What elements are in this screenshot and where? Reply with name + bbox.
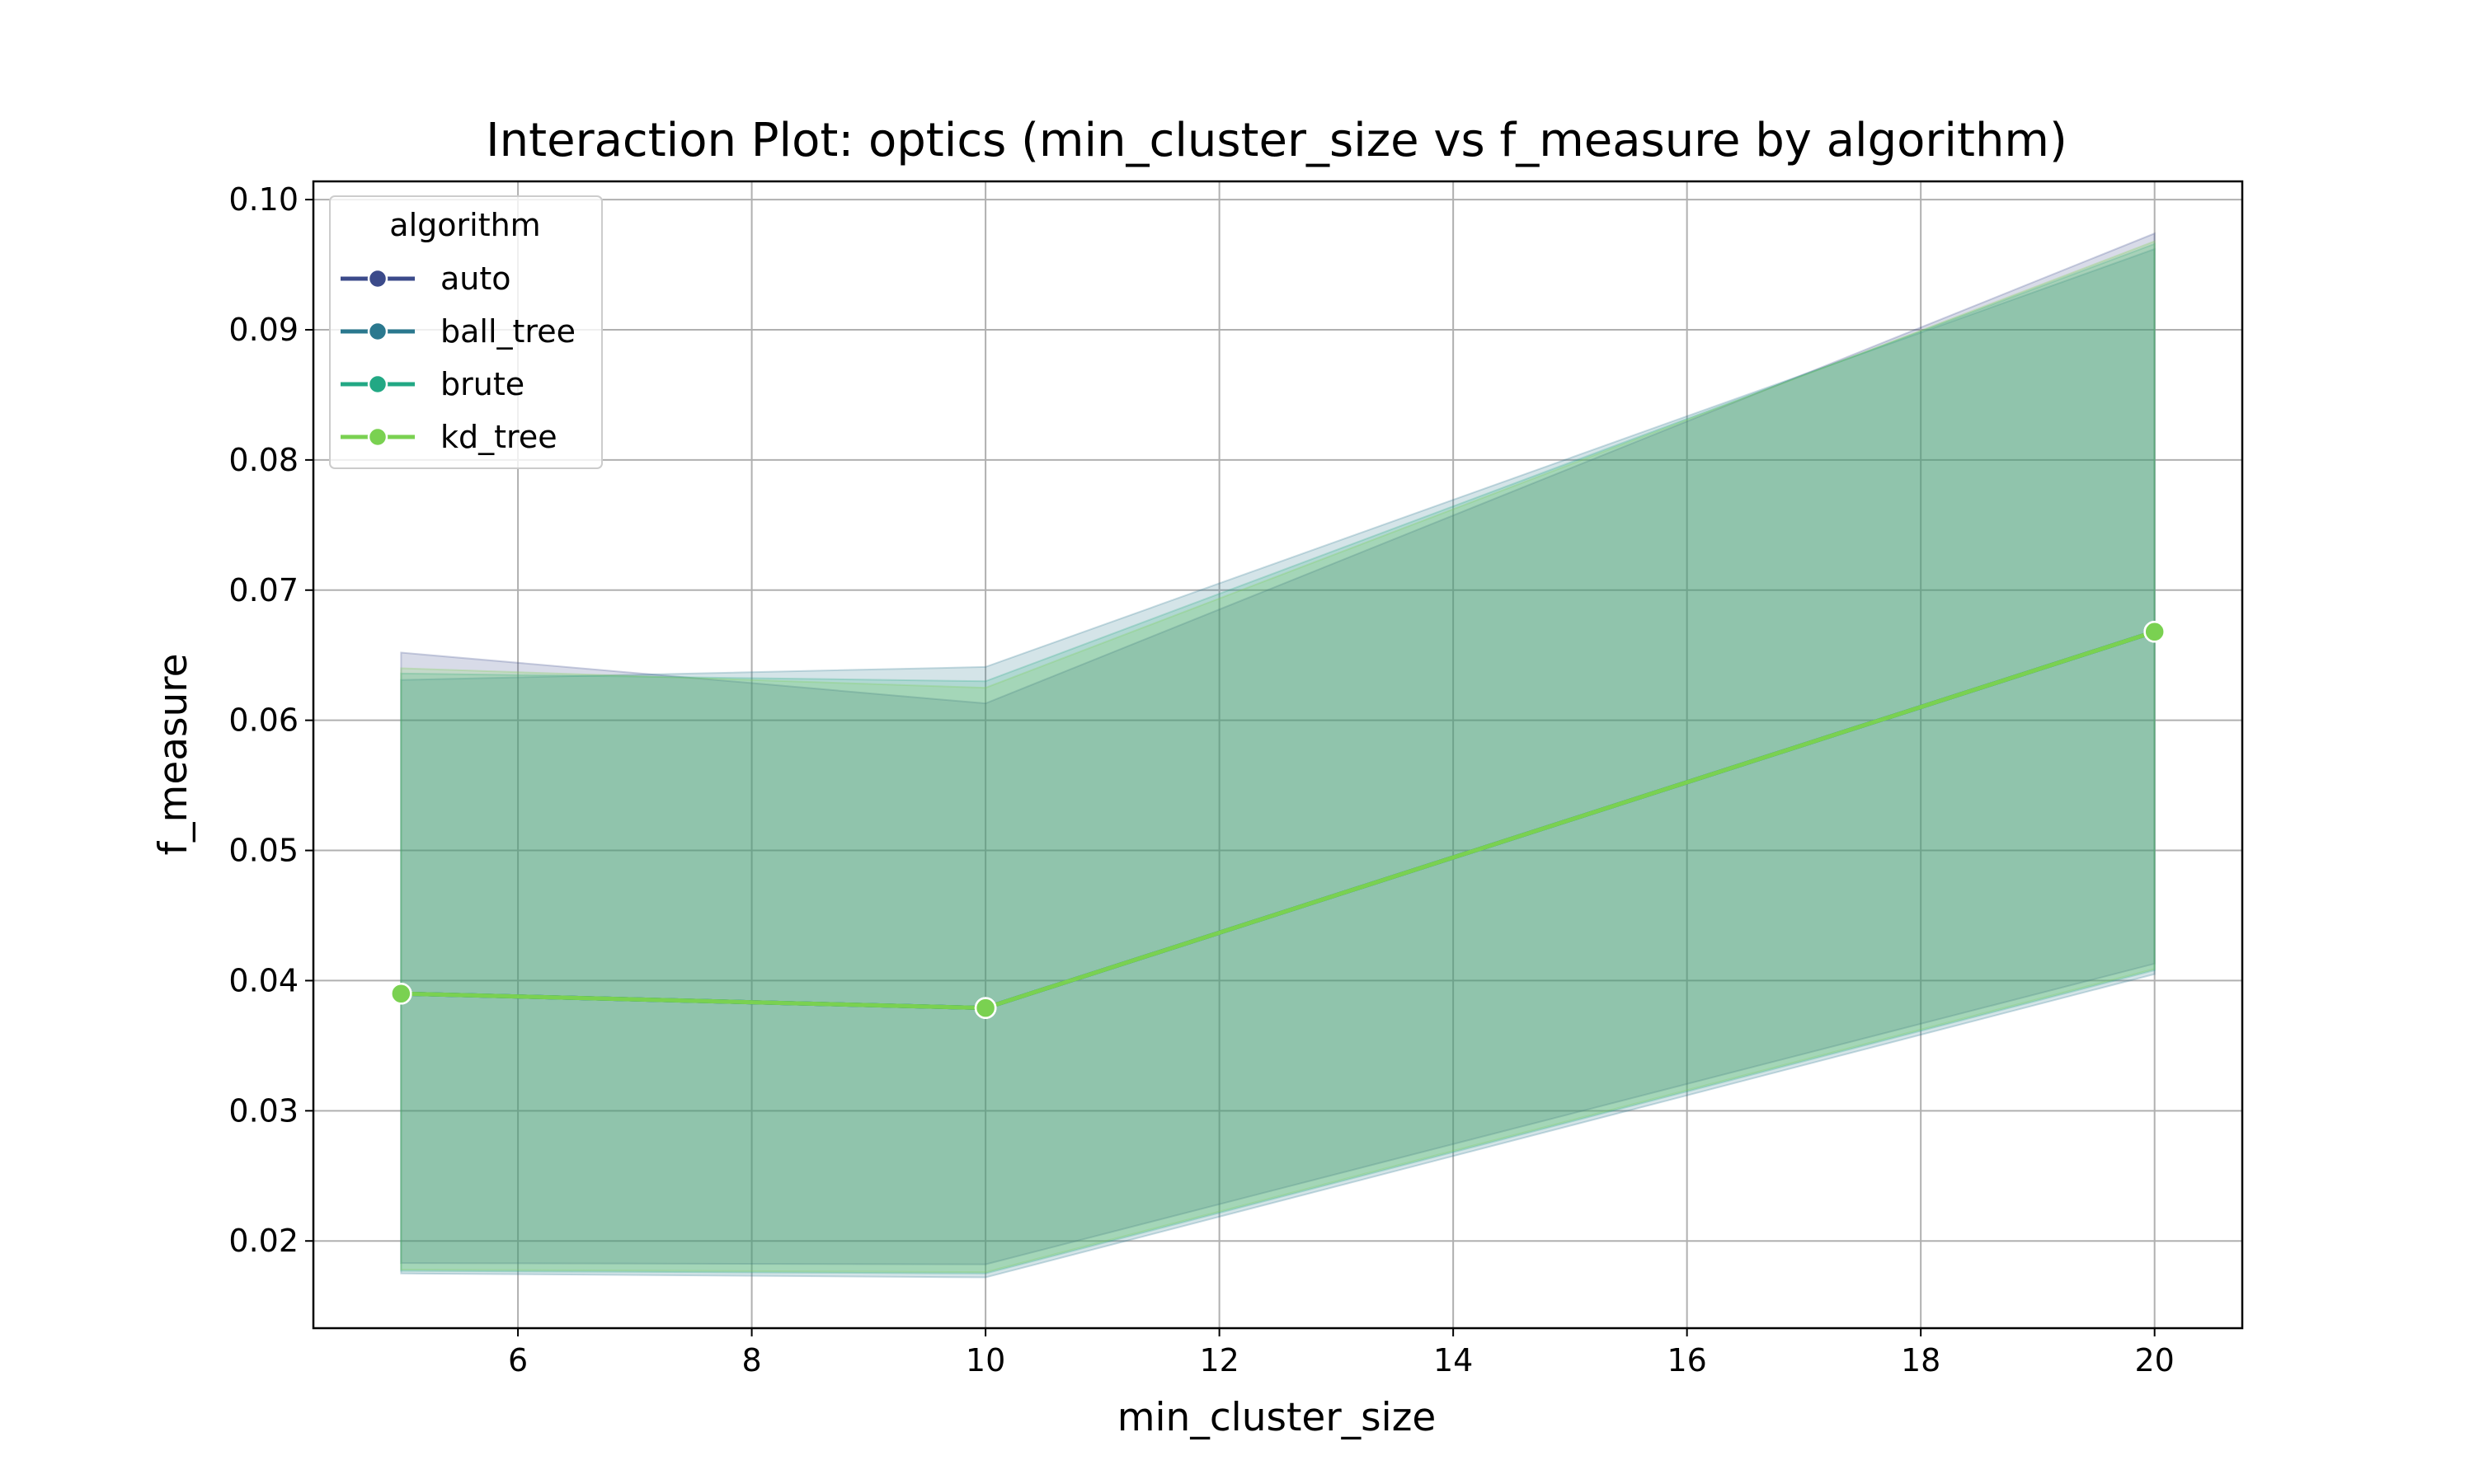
x-tick-label: 18 (1901, 1342, 1940, 1378)
grid (313, 181, 2242, 1328)
legend-title: algorithm (389, 207, 540, 243)
legend-label-ball-tree: ball_tree (440, 313, 576, 350)
y-tick-label: 0.08 (228, 442, 299, 478)
legend-marker-kd-tree (367, 426, 388, 448)
y-tick-label: 0.02 (228, 1223, 299, 1259)
series-markers (390, 621, 2166, 1019)
y-axis-label: f_measure (151, 653, 196, 855)
x-tick-label: 6 (508, 1342, 528, 1378)
y-tick-label: 0.07 (228, 572, 299, 608)
y-axis-ticks: 0.02 0.03 0.04 0.05 0.06 0.07 0.08 0.09 0.10 (228, 181, 313, 1259)
legend-label-auto: auto (440, 261, 511, 297)
x-tick-label: 16 (1667, 1342, 1706, 1378)
x-tick-label: 10 (966, 1342, 1005, 1378)
legend-label-kd-tree: kd_tree (440, 419, 557, 455)
y-tick-label: 0.09 (228, 312, 299, 348)
legend-marker-auto (367, 268, 388, 289)
chart-title: Interaction Plot: optics (min_cluster_si… (486, 114, 2067, 167)
x-axis-label: min_cluster_size (1117, 1395, 1437, 1440)
x-axis-ticks: 6 8 10 12 14 16 18 20 (508, 1328, 2175, 1378)
point-kd-tree (2143, 621, 2166, 643)
legend-label-brute: brute (440, 366, 524, 402)
x-tick-label: 14 (1433, 1342, 1473, 1378)
ci-band-auto (400, 232, 2156, 1266)
x-tick-label: 8 (741, 1342, 761, 1378)
plot-frame (312, 180, 2244, 1330)
point-kd-tree (390, 982, 412, 1005)
ci-band-kd-tree (400, 240, 2156, 1274)
legend-marker-ball-tree (367, 321, 388, 342)
y-tick-label: 0.06 (228, 702, 299, 739)
legend-box (329, 195, 603, 469)
x-tick-label: 12 (1199, 1342, 1239, 1378)
legend-marker-brute (367, 373, 388, 395)
y-tick-label: 0.03 (228, 1092, 299, 1129)
y-tick-label: 0.05 (228, 833, 299, 869)
y-tick-label: 0.10 (228, 181, 299, 218)
point-kd-tree (974, 997, 997, 1019)
ci-band-brute (400, 242, 2156, 1275)
ci-band-ball-tree (400, 247, 2156, 1279)
x-tick-label: 20 (2135, 1342, 2175, 1378)
confidence-bands (400, 232, 2156, 1279)
y-tick-label: 0.04 (228, 962, 299, 998)
